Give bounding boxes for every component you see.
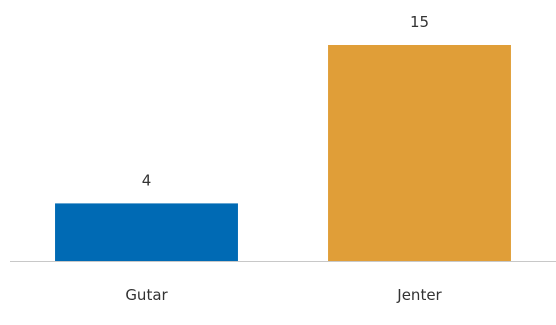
bars-group [55,45,511,261]
category-label-gutar: Gutar [125,286,168,304]
value-label-jenter: 15 [410,13,429,31]
bar-jenter [328,45,511,261]
category-labels-group: Gutar Jenter [125,286,442,304]
bar-gutar [55,203,238,261]
value-label-gutar: 4 [142,171,152,189]
category-label-jenter: Jenter [396,286,442,304]
